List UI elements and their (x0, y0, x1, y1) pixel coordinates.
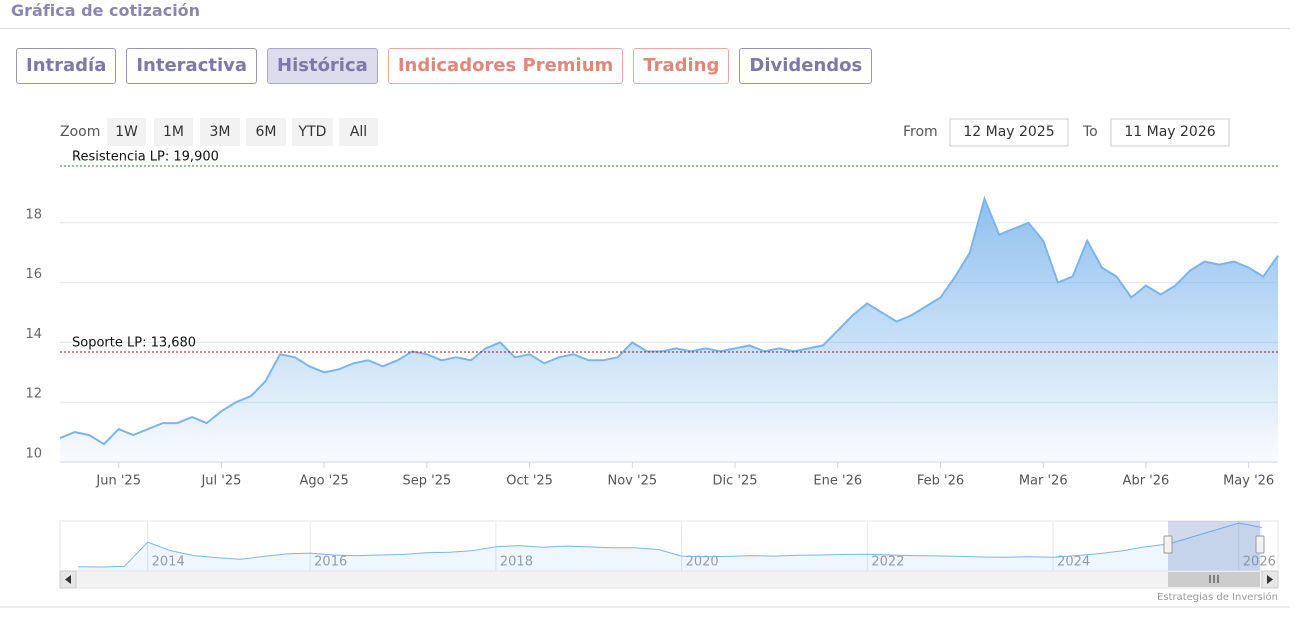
price-line (59, 195, 1279, 446)
navigator-line (77, 522, 1263, 568)
annotation-label: Resistencia LP: 19,900 (72, 149, 219, 164)
zoom-button-bg (292, 118, 333, 146)
navigator-mask[interactable] (1168, 521, 1260, 571)
zoom-button-label[interactable]: YTD (298, 124, 327, 140)
x-tick-label: Sep '25 (402, 474, 451, 489)
navigator-area (78, 523, 1262, 571)
navigator-label: 2020 (686, 555, 719, 570)
navigator-label: 2022 (871, 555, 904, 570)
x-tick-label: Oct '25 (506, 474, 553, 489)
x-tick-label: Jul '25 (200, 474, 241, 489)
to-date: 11 May 2026 (1124, 124, 1215, 140)
x-tick-label: Ago '25 (299, 474, 348, 489)
zoom-button-label[interactable]: 6M (256, 124, 277, 140)
zoom-button-label[interactable]: 1W (115, 124, 138, 140)
tab[interactable]: Indicadores Premium (387, 48, 624, 84)
zoom-button-label[interactable]: All (350, 124, 367, 140)
x-tick-label: Dic '25 (713, 474, 758, 489)
navigator-label: 2024 (1057, 555, 1090, 570)
zoom-label: Zoom (60, 124, 100, 140)
y-tick-label: 14 (25, 327, 42, 342)
navigator-label: 2018 (500, 555, 533, 570)
zoom-button-label[interactable]: 1M (163, 124, 184, 140)
zoom-button-bg (339, 118, 378, 146)
x-tick-label: Ene '26 (813, 474, 862, 489)
tab[interactable]: Interactiva (126, 48, 258, 84)
tab[interactable]: Dividendos (739, 48, 873, 84)
zoom-button[interactable]: All (339, 118, 378, 146)
zoom-button[interactable]: 3M (200, 118, 240, 146)
zoom-button[interactable]: 1W (107, 118, 146, 146)
from-date: 12 May 2025 (963, 124, 1054, 140)
y-tick-label: 12 (25, 387, 42, 402)
navigator-bg (59, 520, 1279, 572)
annotation-label: Soporte LP: 13,680 (72, 335, 196, 350)
scrollbar-track (59, 570, 1279, 589)
divider (0, 28, 1290, 29)
zoom-button[interactable]: 1M (154, 118, 193, 146)
navigator-label: 2026 (1243, 555, 1276, 570)
navigator-label: 2014 (152, 555, 185, 570)
from-label: From (903, 124, 938, 140)
x-tick-label: Nov '25 (608, 474, 658, 489)
zoom-button-bg (107, 118, 146, 146)
zoom-button[interactable]: 6M (246, 118, 286, 146)
date-input[interactable] (1110, 118, 1230, 147)
tab-bar: Intradía Interactiva Histórica Indicadores … (16, 48, 873, 84)
tab[interactable]: Trading (633, 48, 730, 84)
y-tick-label: 16 (25, 267, 42, 282)
navigator-handle[interactable] (1163, 535, 1173, 554)
x-tick-label: Jun '25 (95, 474, 141, 489)
area-fill (60, 198, 1278, 463)
x-tick-label: May '26 (1223, 474, 1274, 489)
date-input[interactable] (949, 118, 1069, 147)
navigator-handle[interactable] (1255, 535, 1265, 554)
to-label: To (1082, 124, 1098, 140)
scroll-left-arrow (65, 575, 71, 584)
credits: Estrategias de Inversión (1157, 591, 1278, 603)
zoom-button-bg (200, 118, 240, 146)
zoom-button-label[interactable]: 3M (210, 124, 231, 140)
x-tick-label: Mar '26 (1019, 474, 1068, 489)
y-tick-label: 10 (25, 447, 42, 462)
page-title: Gráfica de cotización (11, 1, 201, 20)
navigator-label: 2016 (314, 555, 347, 570)
zoom-button-bg (154, 118, 193, 146)
tab[interactable]: Histórica (267, 48, 378, 84)
scroll-right-arrow (1267, 575, 1273, 584)
tab[interactable]: Intradía (16, 48, 117, 84)
zoom-button-bg (246, 118, 286, 146)
y-tick-label: 18 (25, 207, 42, 222)
x-tick-label: Feb '26 (917, 474, 964, 489)
x-tick-label: Abr '26 (1123, 474, 1170, 489)
zoom-button[interactable]: YTD (292, 118, 333, 146)
